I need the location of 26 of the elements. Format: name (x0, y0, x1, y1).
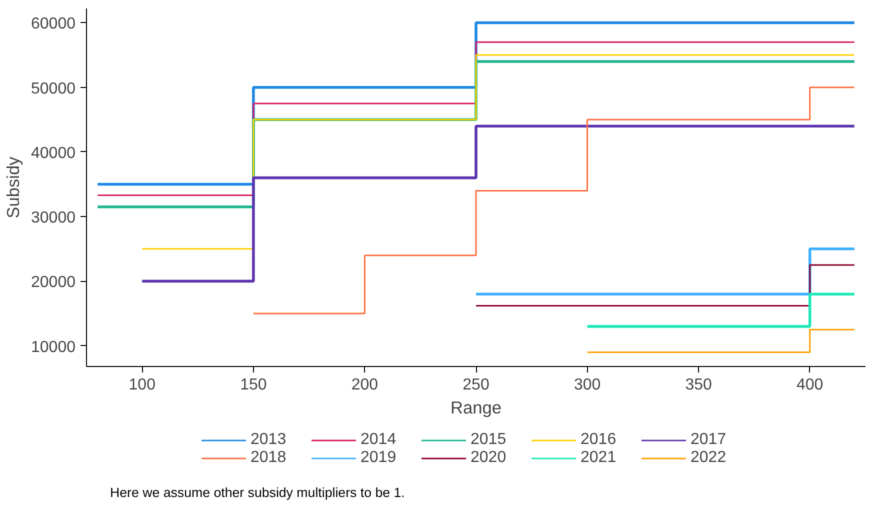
x-tick-label: 250 (462, 376, 490, 394)
y-tick-label: 50000 (31, 80, 76, 98)
x-tick-label: 200 (351, 376, 378, 394)
x-axis-title: Range (450, 398, 502, 418)
x-tick-label: 300 (574, 376, 601, 394)
legend-label: 2013 (250, 431, 288, 449)
y-tick-label: 30000 (31, 210, 76, 227)
legend-label: 2015 (470, 431, 508, 449)
y-tick-label: 60000 (31, 16, 76, 33)
legend-label: 2014 (360, 431, 398, 449)
x-tick-label: 100 (128, 376, 156, 394)
legend-label: 2022 (690, 449, 728, 467)
legend-label: 2019 (360, 449, 398, 467)
legend-label: 2017 (690, 431, 728, 449)
y-axis-title: Subsidy (3, 156, 24, 218)
y-tick-label: 10000 (31, 338, 76, 356)
y-tick-label: 20000 (31, 274, 76, 292)
x-tick-label: 400 (796, 376, 824, 394)
x-tick-label: 350 (685, 376, 712, 394)
legend-label: 2020 (470, 449, 508, 467)
x-tick-label: 150 (240, 376, 267, 394)
legend-label: 2016 (580, 431, 618, 449)
text: Here we assume other subsidy multipliers to be 1. (110, 484, 405, 502)
legend-label: 2018 (250, 449, 288, 467)
y-tick-label: 40000 (31, 144, 76, 162)
legend-label: 2021 (580, 449, 618, 467)
